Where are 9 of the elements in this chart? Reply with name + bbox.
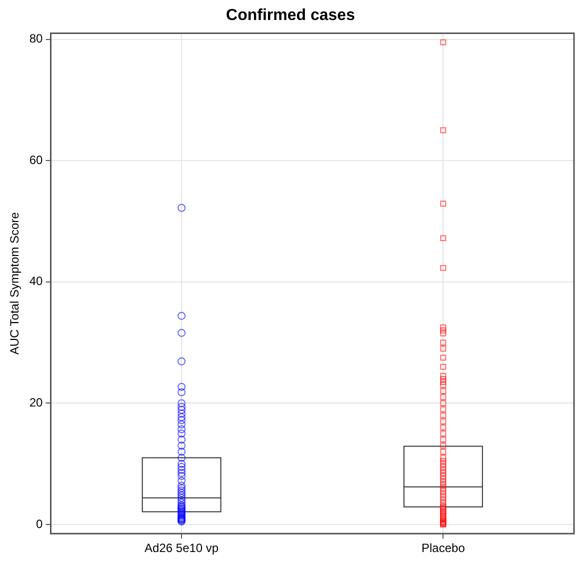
y-tick-label: 40 [29, 274, 44, 288]
y-axis-title: AUC Total Symptom Score [8, 212, 22, 355]
y-tick-label: 80 [29, 32, 44, 46]
y-tick-label: 20 [29, 396, 44, 410]
x-tick-label: Placebo [422, 541, 466, 556]
y-tick-label: 60 [29, 152, 44, 167]
y-tick-label: 0 [36, 516, 44, 531]
chart-title: Confirmed cases [226, 7, 356, 24]
x-tick-label: Ad26 5e10 vp [144, 541, 219, 556]
